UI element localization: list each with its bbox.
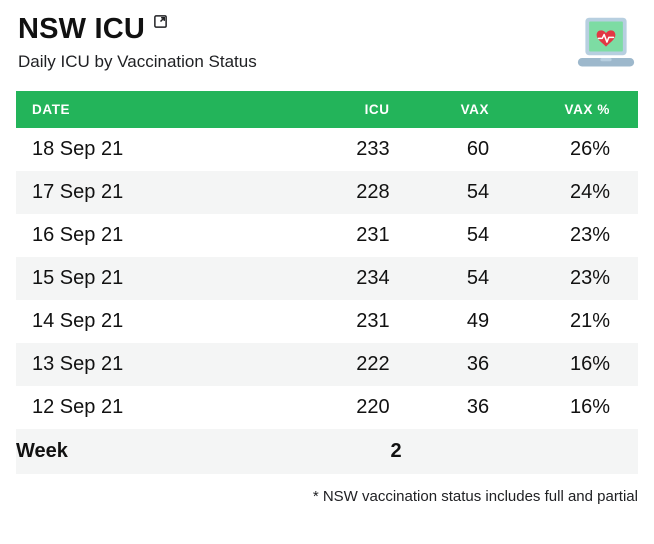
date-cell: 12 Sep 21 bbox=[32, 396, 124, 418]
week-label: Week bbox=[16, 440, 68, 462]
vax-cell: 54 bbox=[466, 267, 490, 289]
icu-cell: 228 bbox=[356, 181, 390, 203]
date-cell: 16 Sep 21 bbox=[32, 224, 124, 246]
vax-pct-cell: 16% bbox=[569, 396, 610, 418]
icu-cell: 234 bbox=[356, 267, 390, 289]
icu-cell: 220 bbox=[356, 396, 390, 418]
icu-cell: 233 bbox=[356, 138, 390, 160]
vax-pct-cell: 24% bbox=[569, 181, 610, 203]
vax-cell: 49 bbox=[466, 310, 490, 332]
date-cell: 17 Sep 21 bbox=[32, 181, 124, 203]
column-header-icu[interactable]: ICU bbox=[264, 91, 402, 128]
icu-cell: 231 bbox=[356, 224, 390, 246]
column-header-vax[interactable]: VAX bbox=[401, 91, 502, 128]
open-in-new-icon[interactable] bbox=[153, 14, 168, 34]
data-table: DATE ICU VAX VAX % 18 Sep 21 233 60 26% … bbox=[16, 91, 638, 474]
vax-cell: 54 bbox=[466, 181, 490, 203]
date-cell: 15 Sep 21 bbox=[32, 267, 124, 289]
laptop-heartbeat-icon bbox=[576, 16, 636, 75]
icu-cell: 231 bbox=[356, 310, 390, 332]
vax-pct-cell: 23% bbox=[569, 267, 610, 289]
vax-pct-cell: 16% bbox=[569, 353, 610, 375]
table-row: 12 Sep 21 220 36 16% bbox=[16, 386, 638, 429]
week-summary-row: Week 2 bbox=[16, 429, 638, 474]
table-row: 13 Sep 21 222 36 16% bbox=[16, 343, 638, 386]
page-subtitle: Daily ICU by Vaccination Status bbox=[18, 51, 257, 71]
date-cell: 14 Sep 21 bbox=[32, 310, 124, 332]
week-value: 2 bbox=[390, 440, 402, 462]
footnote: * NSW vaccination status includes full a… bbox=[312, 488, 638, 505]
page-title: NSW ICU bbox=[18, 13, 146, 45]
table-row: 14 Sep 21 231 49 21% bbox=[16, 300, 638, 343]
vax-cell: 54 bbox=[466, 224, 490, 246]
icu-cell: 222 bbox=[356, 353, 390, 375]
vax-pct-cell: 26% bbox=[569, 138, 610, 160]
column-header-date[interactable]: DATE bbox=[16, 91, 265, 128]
vax-cell: 36 bbox=[466, 396, 490, 418]
table-row: 15 Sep 21 234 54 23% bbox=[16, 257, 638, 300]
date-cell: 13 Sep 21 bbox=[32, 353, 124, 375]
vax-pct-cell: 23% bbox=[569, 224, 610, 246]
table-row: 16 Sep 21 231 54 23% bbox=[16, 214, 638, 257]
column-header-vax-pct[interactable]: VAX % bbox=[501, 91, 638, 128]
date-cell: 18 Sep 21 bbox=[32, 138, 124, 160]
vax-cell: 60 bbox=[466, 138, 490, 160]
vax-cell: 36 bbox=[466, 353, 490, 375]
report-widget: NSW ICU Daily ICU by Vaccination Status bbox=[16, 13, 638, 505]
header-row: DATE ICU VAX VAX % bbox=[16, 91, 638, 128]
table-row: 18 Sep 21 233 60 26% bbox=[16, 128, 638, 171]
table-row: 17 Sep 21 228 54 24% bbox=[16, 171, 638, 214]
vax-pct-cell: 21% bbox=[569, 310, 610, 332]
